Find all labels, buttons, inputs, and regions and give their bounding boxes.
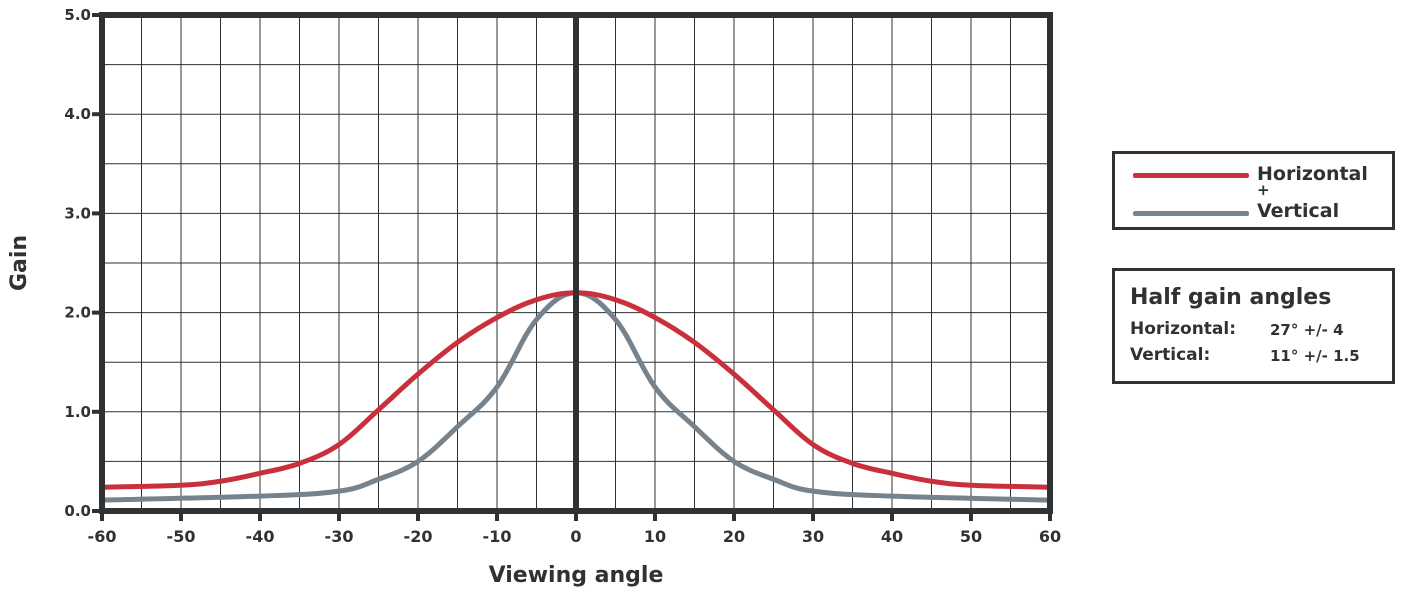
y-tick-labels: 0.0 1.0 2.0 3.0 4.0 5.0 xyxy=(64,6,91,520)
x-tick-label: 30 xyxy=(802,527,824,546)
legend-vertical-swatch xyxy=(1133,211,1249,216)
x-tick-label: -50 xyxy=(167,527,196,546)
x-tick-label: -10 xyxy=(483,527,512,546)
x-tick-label: -40 xyxy=(246,527,275,546)
half-gain-horizontal-label: Horizontal: xyxy=(1130,319,1237,339)
x-tick-label: 0 xyxy=(570,527,581,546)
legend-plus-label: + xyxy=(1257,181,1270,199)
legend: Horizontal + Vertical xyxy=(1112,151,1395,230)
half-gain-title: Half gain angles xyxy=(1130,285,1332,310)
x-tick-label: 60 xyxy=(1039,527,1061,546)
y-tick-label: 1.0 xyxy=(64,403,91,421)
y-tick-label: 0.0 xyxy=(64,502,91,520)
x-tick-label: -60 xyxy=(88,527,117,546)
y-tick-label: 2.0 xyxy=(64,304,91,322)
x-tick-label: 40 xyxy=(881,527,903,546)
y-axis-label: Gain xyxy=(7,235,32,291)
x-tick-label: 50 xyxy=(960,527,982,546)
y-tick-label: 4.0 xyxy=(64,105,91,123)
half-gain-angles-box: Half gain angles Horizontal: 27° +/- 4 V… xyxy=(1112,268,1395,384)
x-tick-label: 20 xyxy=(723,527,745,546)
x-tick-label: -30 xyxy=(325,527,354,546)
x-axis-label: Viewing angle xyxy=(489,563,664,588)
y-tick-label: 3.0 xyxy=(64,204,91,222)
x-tick-label: 10 xyxy=(644,527,666,546)
x-tick-label: -20 xyxy=(404,527,433,546)
axes xyxy=(92,12,1053,521)
half-gain-vertical-label: Vertical: xyxy=(1130,345,1211,365)
legend-vertical-label: Vertical xyxy=(1257,200,1340,222)
half-gain-horizontal-value: 27° +/- 4 xyxy=(1270,321,1344,339)
half-gain-vertical-value: 11° +/- 1.5 xyxy=(1270,347,1360,365)
legend-horizontal-swatch xyxy=(1133,173,1249,178)
x-tick-labels: -60 -50 -40 -30 -20 -10 0 10 20 30 40 50 60 xyxy=(88,527,1062,546)
legend-horizontal-label: Horizontal xyxy=(1257,163,1368,185)
y-tick-label: 5.0 xyxy=(64,6,91,24)
